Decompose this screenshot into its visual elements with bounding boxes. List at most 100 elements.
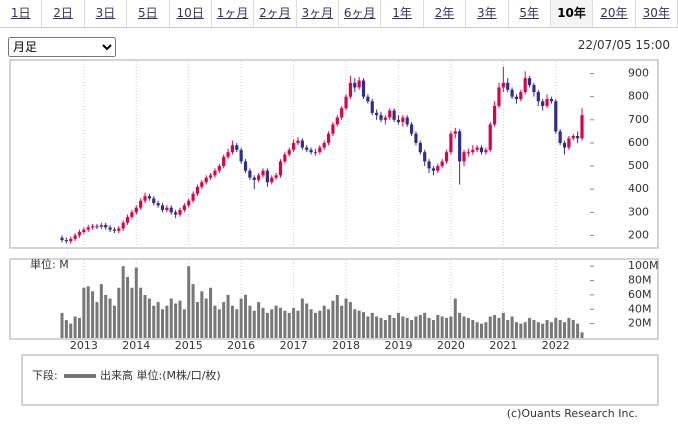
volume-bar	[278, 307, 282, 338]
period-tab[interactable]: 2ヶ月	[254, 0, 297, 27]
period-select[interactable]: 月足	[8, 37, 116, 57]
y-tick-label: 40M	[628, 302, 652, 315]
volume-bar	[497, 317, 501, 338]
volume-bar	[99, 284, 103, 338]
period-tab[interactable]: 2年	[424, 0, 467, 27]
candle-body	[449, 133, 453, 153]
volume-bar	[348, 302, 352, 338]
candle-body	[523, 78, 527, 93]
candle-body	[99, 225, 103, 227]
candle-body	[160, 205, 165, 210]
volume-bar	[418, 315, 422, 338]
volume-bar	[60, 312, 64, 338]
period-tab[interactable]: 10日	[170, 0, 212, 27]
candle-body	[571, 136, 575, 139]
candle-body	[462, 152, 466, 162]
x-tick-label: 2013	[70, 339, 98, 352]
volume-bar	[213, 305, 217, 338]
candle-body	[409, 124, 414, 134]
volume-bar	[431, 320, 435, 338]
volume-bar	[77, 317, 81, 338]
period-tab[interactable]: 3ヶ月	[297, 0, 339, 27]
volume-bar	[143, 294, 147, 338]
candle-body	[497, 87, 501, 106]
candle-body	[466, 152, 470, 154]
volume-bar	[82, 287, 86, 338]
period-tab[interactable]: 1年	[381, 0, 424, 27]
volume-bar	[134, 267, 138, 338]
candle-body	[213, 170, 217, 176]
volume-bar	[510, 316, 514, 338]
volume-bar	[410, 320, 414, 338]
candle-body	[479, 147, 484, 153]
volume-bar	[344, 298, 348, 338]
volume-bar	[121, 266, 125, 338]
candle-body	[191, 193, 195, 201]
period-tab[interactable]: 1日	[0, 0, 43, 27]
candle-body	[112, 229, 117, 231]
period-tab[interactable]: 3年	[466, 0, 509, 27]
candle-body	[200, 182, 204, 187]
candle-body	[348, 82, 353, 97]
volume-bar	[357, 310, 361, 338]
volume-bar	[567, 317, 571, 338]
volume-bar	[488, 316, 492, 338]
period-tab[interactable]: 30年	[636, 0, 678, 27]
candle-body	[86, 227, 90, 230]
candle-body	[514, 96, 519, 99]
period-tab[interactable]: 3日	[85, 0, 128, 27]
candle-body	[519, 92, 523, 99]
x-tick-label: 2022	[542, 339, 570, 352]
y-tick-label: 20M	[628, 317, 652, 330]
y-tick-label: 100M	[628, 259, 659, 272]
candle-body	[318, 147, 322, 153]
y-tick-label: 80M	[628, 274, 652, 287]
x-tick-label: 2018	[332, 339, 360, 352]
candle-body	[252, 177, 256, 180]
volume-bar	[493, 315, 497, 338]
volume-bar	[466, 317, 470, 338]
candle-body	[270, 177, 274, 183]
candle-body	[361, 80, 366, 97]
period-tab[interactable]: 1ヶ月	[212, 0, 255, 27]
period-tab[interactable]: 20年	[593, 0, 636, 27]
period-tab[interactable]: 10年	[550, 0, 594, 27]
volume-bar	[379, 317, 383, 338]
candle-body	[453, 131, 457, 134]
volume-bar	[165, 305, 169, 338]
volume-bar	[414, 316, 418, 338]
candle-body	[484, 149, 488, 153]
y-tick-label: 900	[628, 67, 649, 80]
volume-bar	[252, 310, 256, 338]
candle-body	[475, 147, 479, 150]
candle-body	[576, 136, 580, 139]
candle-body	[261, 170, 265, 176]
y-tick-label: 60M	[628, 288, 652, 301]
candle-body	[208, 175, 213, 178]
candle-body	[156, 203, 160, 206]
candle-body	[562, 142, 567, 148]
volume-bar	[445, 317, 449, 338]
candle-body	[493, 105, 497, 125]
candle-body	[278, 161, 283, 176]
y-tick-label: 800	[628, 90, 649, 103]
x-tick-label: 2014	[122, 339, 150, 352]
period-tab[interactable]: 5日	[127, 0, 170, 27]
period-tab[interactable]: 5年	[509, 0, 551, 27]
candle-body	[396, 119, 401, 123]
y-tick-label: 300	[628, 205, 649, 218]
candle-body	[77, 231, 82, 236]
period-tab[interactable]: 6ヶ月	[339, 0, 382, 27]
volume-bar	[514, 322, 518, 338]
volume-bar	[479, 323, 483, 338]
candle-body	[423, 152, 427, 162]
x-tick-label: 2021	[489, 339, 517, 352]
candle-body	[427, 161, 431, 169]
candle-body	[580, 115, 584, 139]
period-tab[interactable]: 2日	[42, 0, 85, 27]
candle-body	[506, 82, 510, 90]
candle-body	[248, 170, 252, 178]
candle-body	[532, 85, 536, 93]
timestamp: 22/07/05 15:00	[577, 38, 670, 52]
volume-bar	[244, 294, 248, 338]
